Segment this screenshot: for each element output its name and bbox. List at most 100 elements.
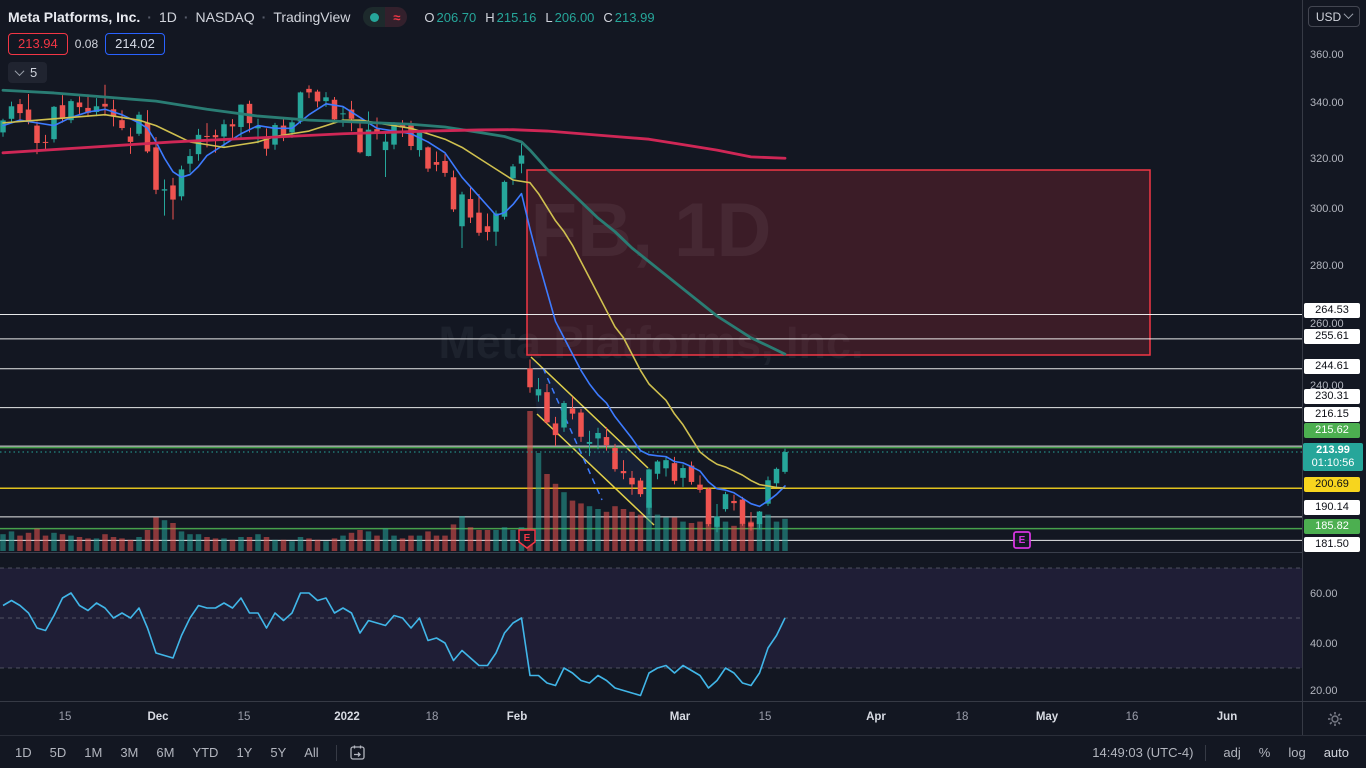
- go-to-date-button[interactable]: [345, 744, 370, 761]
- price-line-label: 244.61: [1304, 359, 1360, 374]
- candle-body: [450, 177, 457, 210]
- volume-series: [0, 411, 788, 551]
- volume-bar: [178, 531, 185, 551]
- sell-price-button[interactable]: 213.94: [8, 33, 68, 55]
- range-button-3m[interactable]: 3M: [111, 741, 147, 764]
- price-tick: 20.00: [1310, 685, 1338, 697]
- pane-separator[interactable]: [0, 552, 1366, 553]
- candle-body: [229, 124, 236, 127]
- candle-body: [425, 147, 431, 169]
- candle-body: [586, 441, 593, 444]
- candle-body: [637, 480, 644, 495]
- time-axis-label: May: [1035, 711, 1059, 723]
- candle-body: [204, 135, 210, 138]
- candle-body: [527, 368, 533, 388]
- indicators-count: 5: [30, 65, 38, 80]
- volume-bar: [654, 514, 661, 551]
- exchange-label[interactable]: NASDAQ: [195, 9, 255, 25]
- price-range-rectangle-drawing[interactable]: [526, 169, 1151, 356]
- volume-bar: [42, 535, 49, 551]
- interval-label[interactable]: 1D: [158, 9, 177, 25]
- volume-bar: [221, 538, 227, 551]
- price-tick: 360.00: [1310, 49, 1344, 61]
- candle-body: [654, 461, 661, 474]
- time-axis-label: 18: [425, 711, 439, 723]
- volume-bar: [603, 511, 610, 551]
- market-status-toggle[interactable]: ≈: [363, 7, 408, 27]
- range-button-1d[interactable]: 1D: [6, 741, 41, 764]
- candle-body: [119, 120, 125, 129]
- dashed-trendline[interactable]: [542, 367, 603, 501]
- candle-body: [782, 452, 788, 472]
- volume-bar: [467, 527, 474, 551]
- volume-bar: [510, 530, 516, 551]
- candle-body: [42, 141, 49, 143]
- indicators-collapse-button[interactable]: 5: [8, 62, 48, 83]
- toggle-log[interactable]: log: [1279, 741, 1314, 764]
- volume-bar: [348, 532, 355, 551]
- bar-countdown: 01:10:56: [1311, 457, 1355, 469]
- volume-bar: [637, 514, 644, 551]
- volume-bar: [25, 532, 32, 551]
- buy-price-button[interactable]: 214.02: [105, 33, 165, 55]
- earnings-badge[interactable]: E: [1013, 531, 1031, 549]
- price-tick: 60.00: [1310, 588, 1338, 600]
- time-axis[interactable]: 15 Dec 15 2022 18 Feb Mar 15 Apr 18 May 16 Jun: [0, 701, 1366, 736]
- candle-body: [195, 134, 202, 155]
- ma-mid-yellow: [2, 113, 786, 489]
- price-axis[interactable]: USD 360.00 340.00 320.00 300.00 280.00 260.00…: [1302, 0, 1366, 735]
- candle-body: [731, 500, 737, 504]
- volume-bar: [187, 534, 193, 551]
- volume-bar: [476, 530, 482, 551]
- range-button-1m[interactable]: 1M: [75, 741, 111, 764]
- range-button-5y[interactable]: 5Y: [261, 741, 295, 764]
- range-button-all[interactable]: All: [295, 741, 327, 764]
- price-tick: 300.00: [1310, 203, 1344, 215]
- candle-body: [501, 181, 508, 217]
- toggle-auto[interactable]: auto: [1315, 741, 1358, 764]
- price-line-label: 264.53: [1304, 303, 1360, 318]
- currency-button[interactable]: USD: [1308, 6, 1360, 27]
- volume-bar: [195, 534, 202, 551]
- volume-bar: [629, 511, 635, 551]
- platform-label[interactable]: TradingView: [273, 9, 351, 25]
- volume-bar: [399, 538, 406, 551]
- candle-body: [127, 136, 134, 142]
- price-tick: 40.00: [1310, 638, 1338, 650]
- price-line-label: 185.82: [1304, 519, 1360, 534]
- candle-body: [476, 212, 482, 233]
- toggle-percent[interactable]: %: [1250, 741, 1280, 764]
- candle-body: [102, 103, 108, 107]
- ma-lines: [1, 88, 787, 508]
- symbol-title[interactable]: Meta Platforms, Inc.: [8, 9, 141, 25]
- candle-body: [110, 109, 117, 117]
- candle-body: [59, 105, 66, 119]
- high-value: 215.16: [496, 9, 537, 25]
- earnings-shield-icon: [518, 529, 536, 549]
- range-button-ytd[interactable]: YTD: [183, 741, 227, 764]
- toggle-adj[interactable]: adj: [1214, 741, 1249, 764]
- volume-bar: [535, 453, 542, 551]
- range-button-6m[interactable]: 6M: [147, 741, 183, 764]
- volume-bar: [459, 516, 465, 551]
- volume-bar: [0, 534, 6, 551]
- candle-body: [552, 423, 559, 436]
- range-button-1y[interactable]: 1Y: [227, 741, 261, 764]
- gear-icon[interactable]: [1327, 711, 1343, 727]
- volume-bar: [102, 534, 108, 551]
- time-axis-label: Mar: [669, 711, 691, 723]
- candle-body: [620, 471, 627, 474]
- candle-body: [459, 194, 465, 227]
- candle-body: [739, 499, 746, 524]
- chart-canvas[interactable]: FB, 1D Meta Platforms, Inc. E E: [0, 0, 1302, 701]
- channel-trendline[interactable]: [530, 356, 649, 469]
- clock-display[interactable]: 14:49:03 (UTC-4): [1092, 745, 1194, 760]
- candle-body: [331, 99, 338, 120]
- bottom-toolbar: 1D 5D 1M 3M 6M YTD 1Y 5Y All 14:49:03 (UTC-4) ad…: [0, 735, 1366, 768]
- candle-body: [773, 468, 780, 484]
- candle-body: [518, 155, 525, 164]
- range-button-5d[interactable]: 5D: [41, 741, 76, 764]
- volume-bar: [442, 535, 448, 551]
- time-axis-settings[interactable]: [1302, 702, 1366, 736]
- earnings-badge[interactable]: E: [518, 529, 536, 549]
